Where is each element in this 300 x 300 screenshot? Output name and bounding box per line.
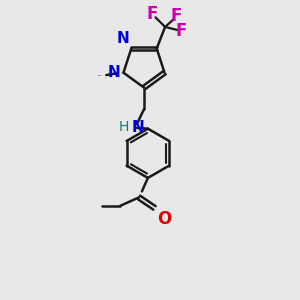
Text: O: O xyxy=(157,210,171,228)
Text: H: H xyxy=(118,120,129,134)
Text: F: F xyxy=(175,22,186,40)
Text: methyl: methyl xyxy=(98,74,103,76)
Text: F: F xyxy=(147,5,158,23)
Text: N: N xyxy=(132,120,145,135)
Text: N: N xyxy=(116,31,129,46)
Text: N: N xyxy=(108,65,121,80)
Text: F: F xyxy=(171,8,182,26)
